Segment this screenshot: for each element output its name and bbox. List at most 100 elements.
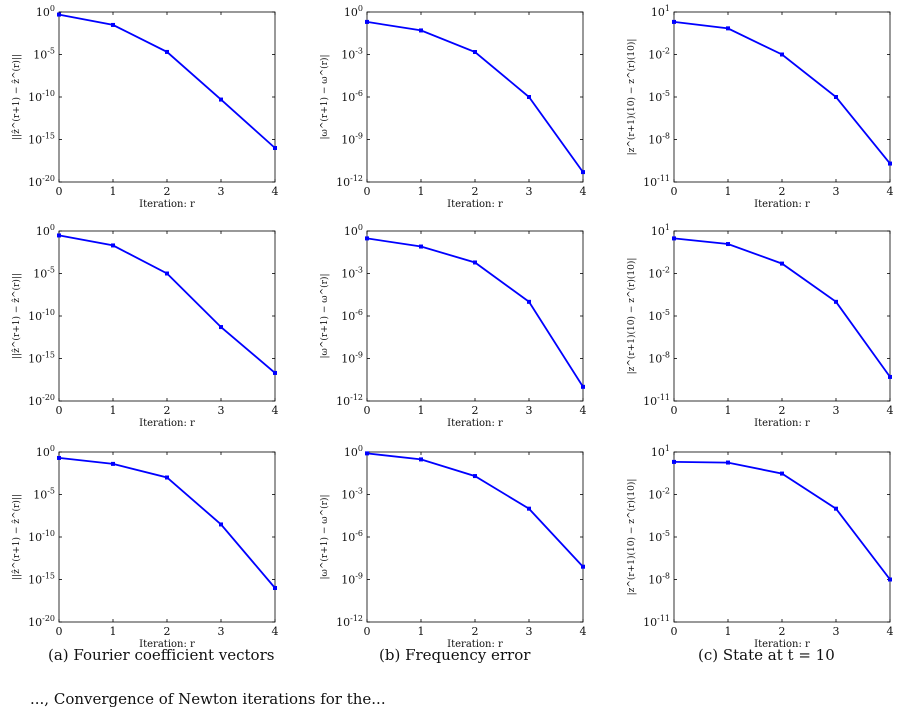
- y-tick-label: 10-10: [28, 89, 55, 104]
- y-axis-label: |ω^(r+1) − ω^(r)|: [319, 494, 330, 579]
- y-tick-label: 100: [36, 4, 55, 19]
- data-point: [365, 451, 369, 456]
- x-tick-label: 3: [218, 185, 225, 198]
- x-tick-label: 1: [725, 625, 732, 638]
- x-tick-label: 2: [472, 404, 479, 417]
- data-point: [419, 28, 423, 33]
- y-tick-label: 10-12: [336, 174, 363, 189]
- data-point: [365, 19, 369, 24]
- caption-c: (c) State at t = 10: [698, 646, 835, 664]
- x-tick-label: 0: [56, 625, 63, 638]
- data-point: [365, 236, 369, 241]
- data-point: [726, 26, 730, 31]
- x-tick-label: 4: [887, 625, 894, 638]
- y-tick-label: 10-12: [336, 614, 363, 629]
- data-point: [273, 146, 277, 150]
- y-tick-label: 10-5: [648, 89, 670, 104]
- data-point: [419, 244, 423, 249]
- data-point: [888, 577, 892, 582]
- chart-panel-row3-col2: 0 1 2 3 4 10-12 10-9 10-6 10-3 100 Iteration: r |ω^…: [319, 444, 587, 650]
- x-tick-label: 1: [418, 404, 425, 417]
- y-tick-label: 10-8: [648, 132, 670, 147]
- y-tick-label: 10-3: [341, 487, 363, 502]
- y-tick-label: 10-5: [648, 308, 670, 323]
- data-point: [273, 586, 277, 590]
- x-tick-label: 0: [671, 185, 678, 198]
- x-axis-label: Iteration: r: [139, 639, 195, 650]
- data-point: [219, 97, 223, 102]
- data-point: [57, 233, 61, 238]
- y-tick-label: 10-6: [341, 529, 363, 544]
- figure-caption-fragment: ..., Convergence of Newton iterations fo…: [30, 690, 386, 708]
- x-tick-label: 1: [418, 185, 425, 198]
- series-line: [58, 13, 276, 149]
- data-point: [473, 474, 477, 479]
- data-point: [726, 242, 730, 247]
- y-axis-label: |ω^(r+1) − ω^(r)|: [319, 273, 330, 358]
- plot-frame: [366, 230, 584, 402]
- x-tick-label: 4: [580, 625, 587, 638]
- series-line: [673, 461, 891, 581]
- y-tick-label: 100: [36, 444, 55, 459]
- x-tick-label: 1: [725, 185, 732, 198]
- x-tick-label: 3: [218, 404, 225, 417]
- data-point: [581, 384, 585, 389]
- x-tick-label: 2: [472, 185, 479, 198]
- x-tick-label: 4: [580, 185, 587, 198]
- x-tick-label: 3: [526, 185, 533, 198]
- x-tick-label: 3: [526, 625, 533, 638]
- data-point: [57, 12, 61, 17]
- y-tick-label: 10-9: [341, 132, 363, 147]
- x-tick-label: 0: [56, 185, 63, 198]
- y-tick-label: 10-11: [643, 614, 670, 629]
- y-tick-label: 10-10: [28, 529, 55, 544]
- plot-frame: [58, 230, 276, 402]
- data-point: [780, 261, 784, 266]
- data-point: [527, 506, 531, 511]
- x-axis-label: Iteration: r: [139, 418, 195, 429]
- y-tick-label: 100: [344, 4, 363, 19]
- data-point: [219, 325, 223, 330]
- x-tick-label: 4: [580, 404, 587, 417]
- chart-panel-row1-col1: 0 1 2 3 4 10-20 10-15 10-10 10-5 100 Iteration: r |…: [11, 4, 279, 210]
- y-tick-label: 101: [651, 444, 670, 459]
- y-tick-label: 10-3: [341, 47, 363, 62]
- y-tick-label: 100: [344, 223, 363, 238]
- x-tick-label: 4: [272, 404, 279, 417]
- y-tick-label: 100: [344, 444, 363, 459]
- series-line: [366, 21, 584, 173]
- series-line: [366, 452, 584, 568]
- x-axis-label: Iteration: r: [754, 418, 810, 429]
- x-tick-label: 2: [164, 404, 171, 417]
- y-tick-label: 10-15: [28, 572, 55, 587]
- y-axis-label: ||ẑ^(r+1) − ẑ^(r)||: [11, 494, 22, 580]
- data-point: [473, 260, 477, 265]
- caption-a: (a) Fourier coefficient vectors: [48, 646, 275, 664]
- data-point: [527, 95, 531, 99]
- x-tick-label: 4: [887, 404, 894, 417]
- data-point: [834, 95, 838, 99]
- x-tick-label: 0: [671, 404, 678, 417]
- data-point: [581, 564, 585, 569]
- y-axis-label: |z^(r+1)(10) − z^(r)(10)|: [626, 39, 637, 156]
- data-point: [672, 459, 676, 464]
- data-point: [165, 271, 169, 276]
- x-tick-label: 2: [164, 185, 171, 198]
- y-tick-label: 10-6: [341, 89, 363, 104]
- data-point: [419, 457, 423, 462]
- data-point: [888, 374, 892, 379]
- x-tick-label: 2: [472, 625, 479, 638]
- y-tick-label: 10-20: [28, 393, 55, 408]
- y-tick-label: 101: [651, 4, 670, 19]
- x-tick-label: 0: [56, 404, 63, 417]
- y-tick-label: 10-8: [648, 572, 670, 587]
- chart-panel-row2-col1: 0 1 2 3 4 10-20 10-15 10-10 10-5 100 Iteration: r |…: [11, 223, 279, 429]
- series-line: [673, 237, 891, 378]
- data-point: [780, 471, 784, 476]
- data-point: [165, 49, 169, 54]
- x-axis-label: Iteration: r: [139, 199, 195, 210]
- x-tick-label: 1: [110, 404, 117, 417]
- x-tick-label: 2: [779, 625, 786, 638]
- x-tick-label: 3: [833, 404, 840, 417]
